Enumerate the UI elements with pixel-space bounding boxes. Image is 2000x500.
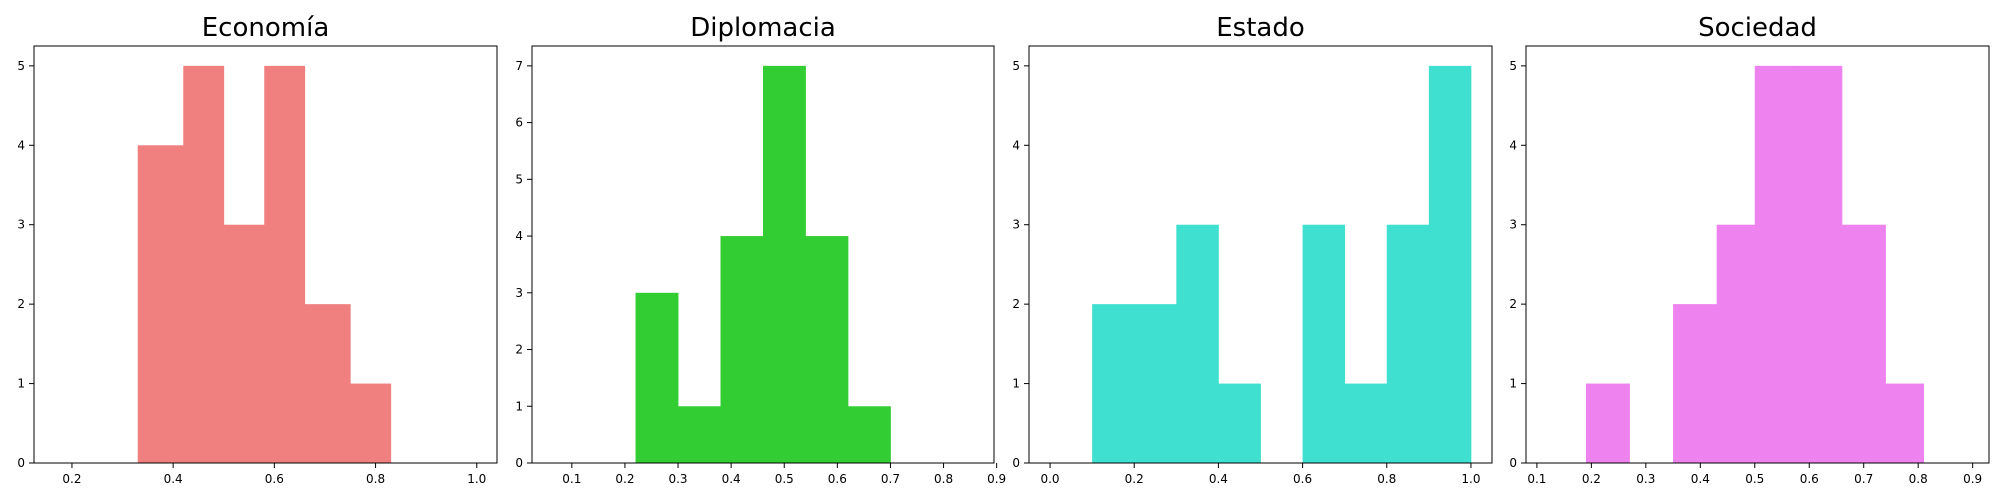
bar xyxy=(1885,383,1925,463)
y-tick-label: 5 xyxy=(1012,59,1020,73)
bar xyxy=(304,304,351,463)
y-tick-label: 4 xyxy=(1012,138,1020,152)
x-tick-label: 0.4 xyxy=(1209,472,1228,486)
x-tick-label: 1.0 xyxy=(1461,472,1480,486)
y-tick-label: 4 xyxy=(17,138,25,152)
x-tick-label: 0.3 xyxy=(668,472,687,486)
bar xyxy=(635,292,679,463)
bar xyxy=(678,406,721,463)
bar xyxy=(1092,304,1135,463)
x-tick-label: 0.6 xyxy=(828,472,847,486)
subplot-2: 0.1 0.2 0.3 0.4 0.5 0.6 0.7 0.8 0.9 0 1 2 3 4 5 6 7 Diplo… xyxy=(515,13,1006,486)
bar xyxy=(847,406,891,463)
bar xyxy=(264,65,306,464)
x-tick-label: 0.8 xyxy=(366,472,385,486)
y-tick-label: 2 xyxy=(1509,297,1517,311)
x-tick-label: 0.9 xyxy=(987,472,1006,486)
x-tick-label: 0.7 xyxy=(1854,472,1873,486)
x-tick-label: 0.4 xyxy=(722,472,741,486)
x-tick-label: 0.2 xyxy=(1582,472,1601,486)
bar xyxy=(763,65,806,464)
axes-frame xyxy=(531,45,995,464)
y-tick-label: 5 xyxy=(515,172,523,186)
y-tick-label: 5 xyxy=(17,59,25,73)
x-tick-label: 0.8 xyxy=(934,472,953,486)
bar xyxy=(1344,383,1388,463)
bar xyxy=(1428,65,1472,464)
y-tick-label: 0 xyxy=(515,456,523,470)
y-tick-label: 0 xyxy=(1509,456,1517,470)
x-tick-label: 0.6 xyxy=(1800,472,1819,486)
bar xyxy=(1386,224,1430,463)
bar xyxy=(1585,383,1630,463)
y-tick-label: 2 xyxy=(1012,297,1020,311)
y-tick-label: 4 xyxy=(515,229,523,243)
bar xyxy=(137,145,184,464)
y-tick-label: 7 xyxy=(515,59,523,73)
bar xyxy=(1798,65,1843,464)
bar xyxy=(223,224,265,463)
y-tick-label: 6 xyxy=(515,116,523,130)
y-tick-label: 2 xyxy=(17,297,25,311)
x-tick-label: 0.8 xyxy=(1909,472,1928,486)
x-tick-label: 0.9 xyxy=(1963,472,1982,486)
x-tick-label: 0.1 xyxy=(1527,472,1546,486)
subplot-1: 0.2 0.4 0.6 0.8 1.0 0 1 2 3 4 5 Economía xyxy=(17,13,498,486)
y-tick-label: 0 xyxy=(17,456,25,470)
x-tick-label: 0.8 xyxy=(1377,472,1396,486)
bar xyxy=(1302,224,1346,463)
y-tick-label: 4 xyxy=(1509,138,1517,152)
bar xyxy=(1841,224,1886,463)
x-tick-label: 0.6 xyxy=(265,472,284,486)
axes-frame xyxy=(1028,45,1493,464)
y-tick-label: 5 xyxy=(1509,59,1517,73)
x-tick-label: 0.1 xyxy=(562,472,581,486)
x-tick-label: 0.5 xyxy=(775,472,794,486)
bar xyxy=(1716,224,1756,463)
x-tick-label: 0.7 xyxy=(881,472,900,486)
y-tick-label: 3 xyxy=(17,218,25,232)
x-tick-label: 0.3 xyxy=(1636,472,1655,486)
x-tick-label: 0.4 xyxy=(1691,472,1710,486)
x-tick-label: 0.0 xyxy=(1040,472,1059,486)
y-tick-label: 1 xyxy=(1012,377,1020,391)
subplot-4: 0.1 0.2 0.3 0.4 0.5 0.6 0.7 0.8 0.9 0 1 2 3 4 5 Socieda… xyxy=(1509,13,1990,486)
x-tick-label: 0.6 xyxy=(1293,472,1312,486)
x-tick-label: 1.0 xyxy=(467,472,486,486)
axes-frame xyxy=(33,45,498,464)
y-tick-label: 3 xyxy=(1012,218,1020,232)
y-tick-label: 1 xyxy=(1509,377,1517,391)
y-tick-label: 3 xyxy=(1509,218,1517,232)
subplot-title: Estado xyxy=(1216,13,1305,43)
subplot-3: 0.0 0.2 0.4 0.6 0.8 1.0 0 1 2 3 4 5 Estado xyxy=(1012,13,1493,486)
bar xyxy=(183,65,225,464)
y-tick-label: 1 xyxy=(17,377,25,391)
y-tick-label: 1 xyxy=(515,399,523,413)
y-tick-label: 0 xyxy=(1012,456,1020,470)
x-tick-label: 0.2 xyxy=(615,472,634,486)
y-tick-label: 2 xyxy=(515,343,523,357)
bar xyxy=(350,383,392,463)
bar xyxy=(720,236,764,463)
y-tick-label: 3 xyxy=(515,286,523,300)
x-tick-label: 0.5 xyxy=(1745,472,1764,486)
bar xyxy=(1754,65,1799,464)
subplot-title: Economía xyxy=(202,13,330,43)
subplot-title: Diplomacia xyxy=(690,13,836,43)
x-tick-label: 0.4 xyxy=(164,472,183,486)
bar xyxy=(1176,224,1219,463)
bar xyxy=(1218,383,1261,463)
x-tick-label: 0.2 xyxy=(62,472,81,486)
axes-frame xyxy=(1525,45,1990,464)
x-tick-label: 0.2 xyxy=(1125,472,1144,486)
bar xyxy=(1134,304,1177,463)
bar xyxy=(1673,304,1718,463)
subplot-title: Sociedad xyxy=(1698,13,1817,43)
bar xyxy=(805,236,849,463)
